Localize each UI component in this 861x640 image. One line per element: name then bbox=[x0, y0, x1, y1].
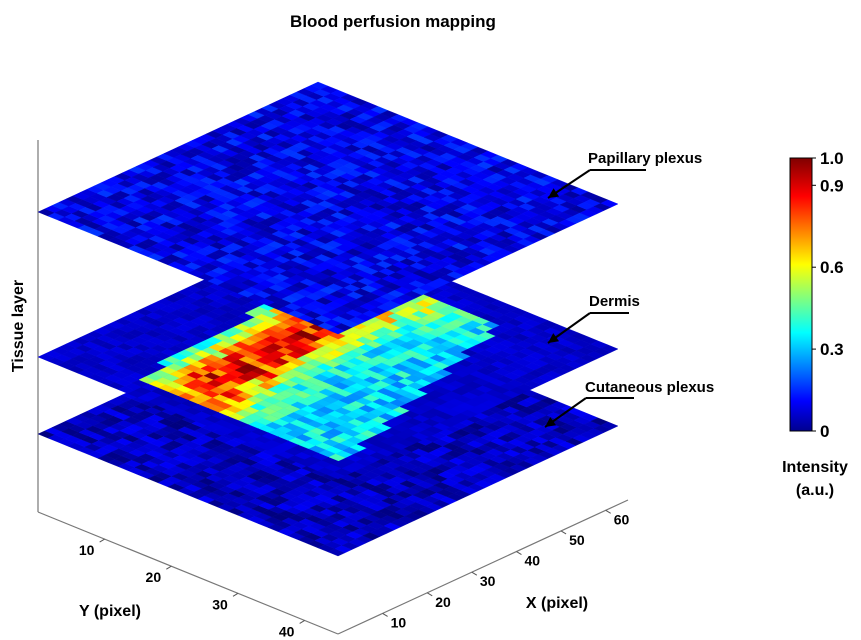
y-tick-mark bbox=[99, 538, 105, 543]
x-tick-mark bbox=[560, 530, 567, 535]
annotation-arrowhead bbox=[548, 333, 560, 343]
x-tick-mark bbox=[605, 509, 611, 514]
y-tick-label: 40 bbox=[279, 623, 295, 639]
y-tick-mark bbox=[166, 565, 172, 570]
x-tick-label: 30 bbox=[480, 573, 496, 589]
x-tick-label: 50 bbox=[569, 532, 585, 548]
x-tick-mark bbox=[516, 551, 522, 555]
x-tick-label: 60 bbox=[614, 511, 630, 527]
colorbar-tick-label: 0 bbox=[820, 422, 829, 441]
x-axis-line bbox=[337, 499, 629, 635]
annotation-arrowhead bbox=[548, 188, 560, 198]
y-tick-label: 20 bbox=[146, 569, 162, 585]
y-axis-line bbox=[37, 511, 339, 635]
layer-papillary-plexus bbox=[37, 81, 619, 335]
y-tick-mark bbox=[299, 620, 305, 624]
y-axis-label: Y (pixel) bbox=[79, 603, 141, 620]
y-tick-mark bbox=[232, 592, 239, 597]
z-axis-label: Tissue layer bbox=[10, 280, 27, 372]
annotation-cutaneous-plexus: Cutaneous plexus bbox=[585, 379, 714, 396]
x-tick-mark bbox=[426, 592, 433, 597]
layer-stack bbox=[37, 81, 619, 557]
x-tick-mark bbox=[382, 612, 388, 617]
x-tick-label: 20 bbox=[435, 594, 451, 610]
annotation-dermis: Dermis bbox=[589, 293, 640, 310]
annotation-arrows bbox=[544, 169, 646, 428]
chart-title: Blood perfusion mapping bbox=[290, 12, 496, 31]
x-axis-label: X (pixel) bbox=[526, 595, 588, 612]
heatmap-cell bbox=[600, 199, 619, 208]
heatmap-cell bbox=[600, 344, 619, 353]
x-tick-label: 40 bbox=[524, 553, 540, 569]
annotation-arrowhead bbox=[545, 417, 557, 427]
colorbar-tick-label: 1.0 bbox=[820, 149, 844, 168]
heatmap-cell bbox=[600, 421, 619, 430]
x-tick-label: 10 bbox=[391, 614, 407, 630]
colorbar bbox=[789, 157, 813, 432]
x-tick-mark bbox=[471, 571, 478, 576]
annotation-papillary-plexus: Papillary plexus bbox=[588, 150, 702, 167]
colorbar-tick-label: 0.9 bbox=[820, 176, 844, 195]
colorbar-tick-label: 0.6 bbox=[820, 258, 844, 277]
y-tick-label: 10 bbox=[79, 542, 95, 558]
colorbar-label-line2: (a.u.) bbox=[796, 482, 834, 499]
colorbar-label-line1: Intensity bbox=[782, 459, 848, 476]
axis-ticks: 10 20 30 40 50 60 10 20 30 40 bbox=[79, 509, 630, 639]
colorbar-tick-label: 0.3 bbox=[820, 340, 844, 359]
y-tick-label: 30 bbox=[212, 596, 228, 612]
colorbar-ticks: 1.0 0.9 0.6 0.3 0 bbox=[812, 149, 844, 441]
